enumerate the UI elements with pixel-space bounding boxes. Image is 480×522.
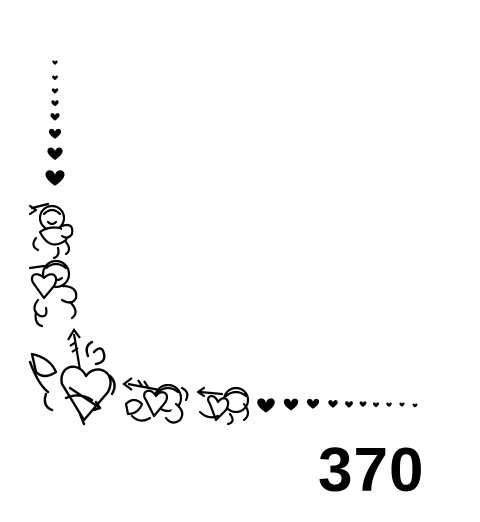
horizontal-heart-row [257, 398, 418, 413]
heart-icon [412, 403, 418, 408]
heart-icon [51, 88, 59, 94]
heart-icon [328, 400, 338, 408]
heart-icon [52, 60, 58, 65]
heart-icon [372, 402, 380, 408]
heart-icon [386, 402, 392, 407]
heart-icon [399, 402, 405, 407]
cupid-icon [28, 259, 78, 328]
cupid-icon [196, 386, 250, 426]
arrow-heart-icon [28, 340, 116, 426]
heart-icon [45, 170, 65, 186]
heart-icon [50, 113, 60, 121]
heart-icon [306, 398, 320, 409]
heart-icon [51, 100, 59, 107]
heart-icon [47, 147, 63, 160]
vertical-heart-row [45, 60, 65, 186]
heart-icon [345, 401, 353, 408]
heart-icon [52, 75, 58, 81]
arrow-icon [67, 328, 82, 371]
heart-icon [359, 401, 367, 407]
cupid-icon [124, 383, 189, 424]
cupid-icon [28, 202, 74, 260]
page-number: 370 [318, 436, 425, 505]
heart-icon [48, 128, 62, 139]
heart-icon [283, 398, 299, 411]
heart-icon [257, 398, 275, 413]
